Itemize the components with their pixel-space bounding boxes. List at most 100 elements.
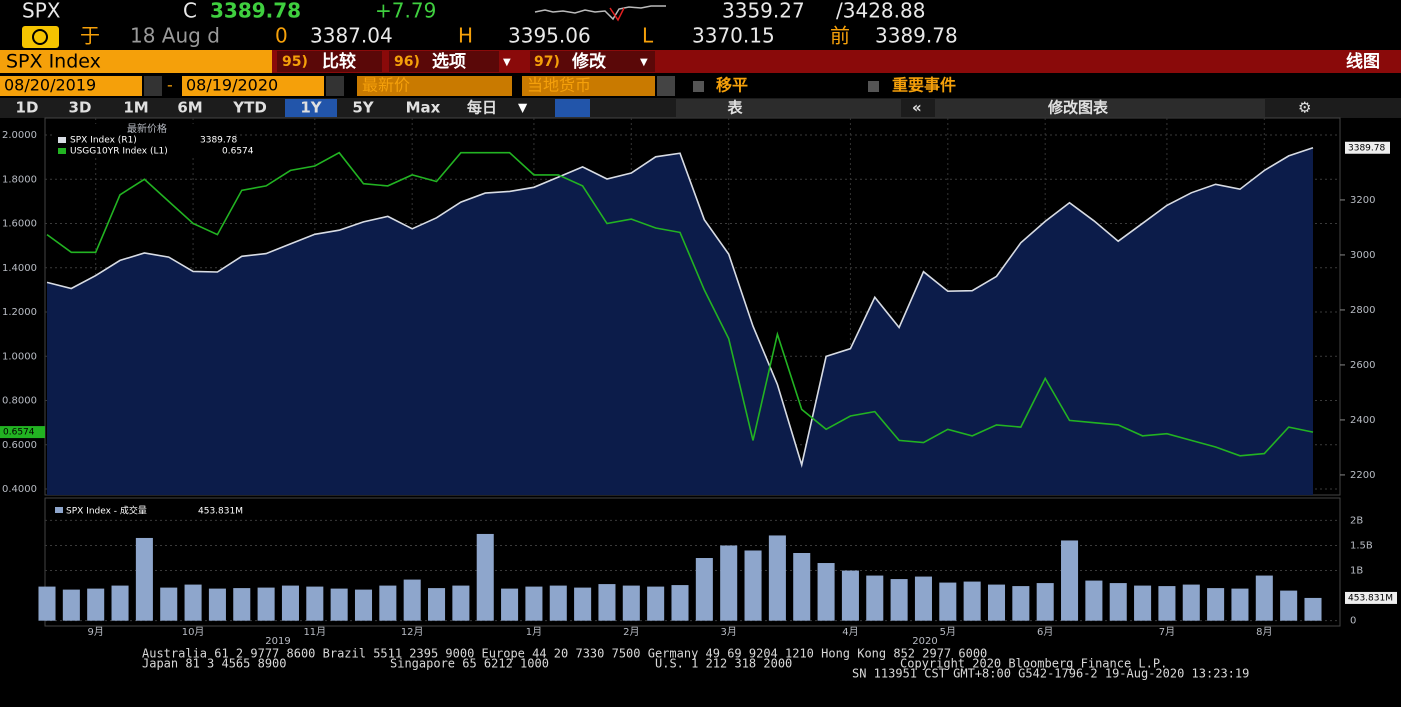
- period-btn[interactable]: 1D: [16, 99, 39, 117]
- y-tick-label: 0.8000: [2, 396, 37, 407]
- settings-gear[interactable]: ⚙: [1298, 99, 1311, 117]
- compare-num: 95): [282, 54, 308, 70]
- edit-btn-bg[interactable]: [935, 99, 1265, 117]
- volume-bar: [135, 537, 153, 621]
- last-tag-label: 453.831M: [1348, 593, 1393, 603]
- x-tick-label: 11月: [303, 626, 326, 638]
- checkbox[interactable]: [868, 81, 879, 92]
- volume-bar: [525, 586, 543, 621]
- sparkline-dip: [609, 7, 625, 22]
- table-btn-bg[interactable]: [676, 99, 901, 117]
- period-btn[interactable]: 6M: [177, 99, 202, 117]
- security-box[interactable]: [0, 50, 272, 73]
- period-btn[interactable]: 5Y: [352, 99, 374, 117]
- y2-tick-label: 2400: [1350, 415, 1375, 426]
- edit-chart: 修改图表: [1047, 99, 1109, 117]
- series-area: [47, 147, 1313, 496]
- volume-bar: [1085, 580, 1103, 621]
- collapse[interactable]: «: [912, 99, 922, 117]
- compare-label: 比较: [322, 51, 356, 72]
- volume-bar: [428, 588, 446, 621]
- line-icon[interactable]: [555, 99, 590, 117]
- legend-swatch: [55, 507, 63, 513]
- open: 3387.04: [310, 24, 393, 48]
- options-label: 选项: [432, 52, 466, 72]
- volume-bar: [306, 586, 324, 621]
- smooth: 移平: [716, 76, 748, 95]
- year-label: 2019: [265, 636, 290, 647]
- period-btn[interactable]: 1M: [123, 99, 148, 117]
- range-high: /3428.88: [836, 0, 925, 23]
- volume-bar: [1109, 583, 1127, 621]
- volume-tick-label: 0: [1350, 616, 1356, 627]
- volume-bar: [744, 550, 762, 621]
- volume-bar: [1304, 597, 1322, 621]
- y2-tick-label: 2800: [1350, 305, 1375, 316]
- footer-contacts: Japan 81 3 4565 8900: [142, 657, 287, 671]
- y-tick-label: 1.0000: [2, 351, 37, 362]
- start-date-box[interactable]: [0, 76, 142, 96]
- volume-bar: [622, 585, 640, 621]
- series-line: [46, 147, 1314, 468]
- volume-bar: [111, 585, 129, 621]
- y-tick-label: 1.4000: [2, 263, 37, 274]
- field-box[interactable]: [357, 76, 512, 96]
- volume-bar: [549, 585, 567, 621]
- last-tag-label: 3389.78: [1348, 143, 1385, 153]
- footer-copyright: Copyright 2020 Bloomberg Finance L.P.: [900, 657, 1167, 671]
- volume-bar: [1036, 583, 1054, 621]
- period-active[interactable]: [285, 99, 337, 117]
- ticker: SPX: [22, 0, 61, 23]
- period-btn[interactable]: 1Y: [300, 99, 322, 117]
- volume-bar: [38, 586, 56, 621]
- security: SPX Index: [6, 51, 101, 73]
- volume-bar: [281, 585, 299, 621]
- options-btn[interactable]: [389, 51, 499, 72]
- modify-btn[interactable]: [530, 51, 655, 72]
- volume-legend: SPX Index - 成交量: [66, 505, 147, 517]
- volume-bar: [1231, 588, 1249, 621]
- frequency[interactable]: 每日: [467, 99, 497, 117]
- dropdown[interactable]: [657, 76, 675, 96]
- volume-bar: [403, 579, 421, 621]
- volume-bar: [768, 535, 786, 621]
- currency-box[interactable]: [522, 76, 655, 96]
- clock-icon[interactable]: [22, 26, 59, 48]
- volume-bar: [1158, 586, 1176, 621]
- chart-kind[interactable]: 线图: [1346, 51, 1380, 72]
- checkbox[interactable]: [693, 81, 704, 92]
- last-tag: [1345, 591, 1397, 604]
- calendar-icon[interactable]: [326, 76, 344, 96]
- compare-btn[interactable]: [277, 51, 382, 72]
- volume-bar: [695, 558, 713, 621]
- volume-bar: [987, 584, 1006, 621]
- volume-bar: [452, 585, 470, 621]
- dropdown-arrow: ▼: [640, 57, 648, 68]
- options-num: 96): [394, 54, 420, 70]
- end-date-box[interactable]: [182, 76, 324, 96]
- period-btn[interactable]: 3D: [69, 99, 92, 117]
- x-tick-label: 1月: [526, 626, 542, 638]
- footer-session: SN 113951 CST GMT+8:00 G542-1796-2 19-Au…: [852, 667, 1249, 681]
- events: 重要事件: [892, 76, 956, 95]
- x-tick-label: 8月: [1256, 626, 1272, 638]
- date-prefix: 于: [80, 24, 100, 48]
- range-low: 3359.27: [722, 0, 805, 23]
- end-date: 08/19/2020: [186, 76, 278, 95]
- legend-entry: SPX Index (R1): [70, 136, 137, 146]
- y-tick-label: 0.6000: [2, 440, 37, 451]
- x-tick-label: 12月: [401, 626, 424, 638]
- x-tick-label: 6月: [1037, 626, 1053, 638]
- volume-bar: [1280, 590, 1298, 621]
- volume-bar: [720, 545, 738, 621]
- low-flag: L: [642, 24, 654, 48]
- volume-bar: [1207, 588, 1225, 621]
- period-btn[interactable]: YTD: [232, 99, 267, 117]
- calendar-icon[interactable]: [144, 76, 162, 96]
- y-tick-label: 2.0000: [2, 130, 37, 141]
- volume-bar: [330, 588, 348, 621]
- close-flag: C: [183, 0, 197, 23]
- volume-bar: [160, 587, 178, 621]
- period-btn[interactable]: Max: [406, 99, 441, 117]
- legend-value: 3389.78: [200, 136, 237, 146]
